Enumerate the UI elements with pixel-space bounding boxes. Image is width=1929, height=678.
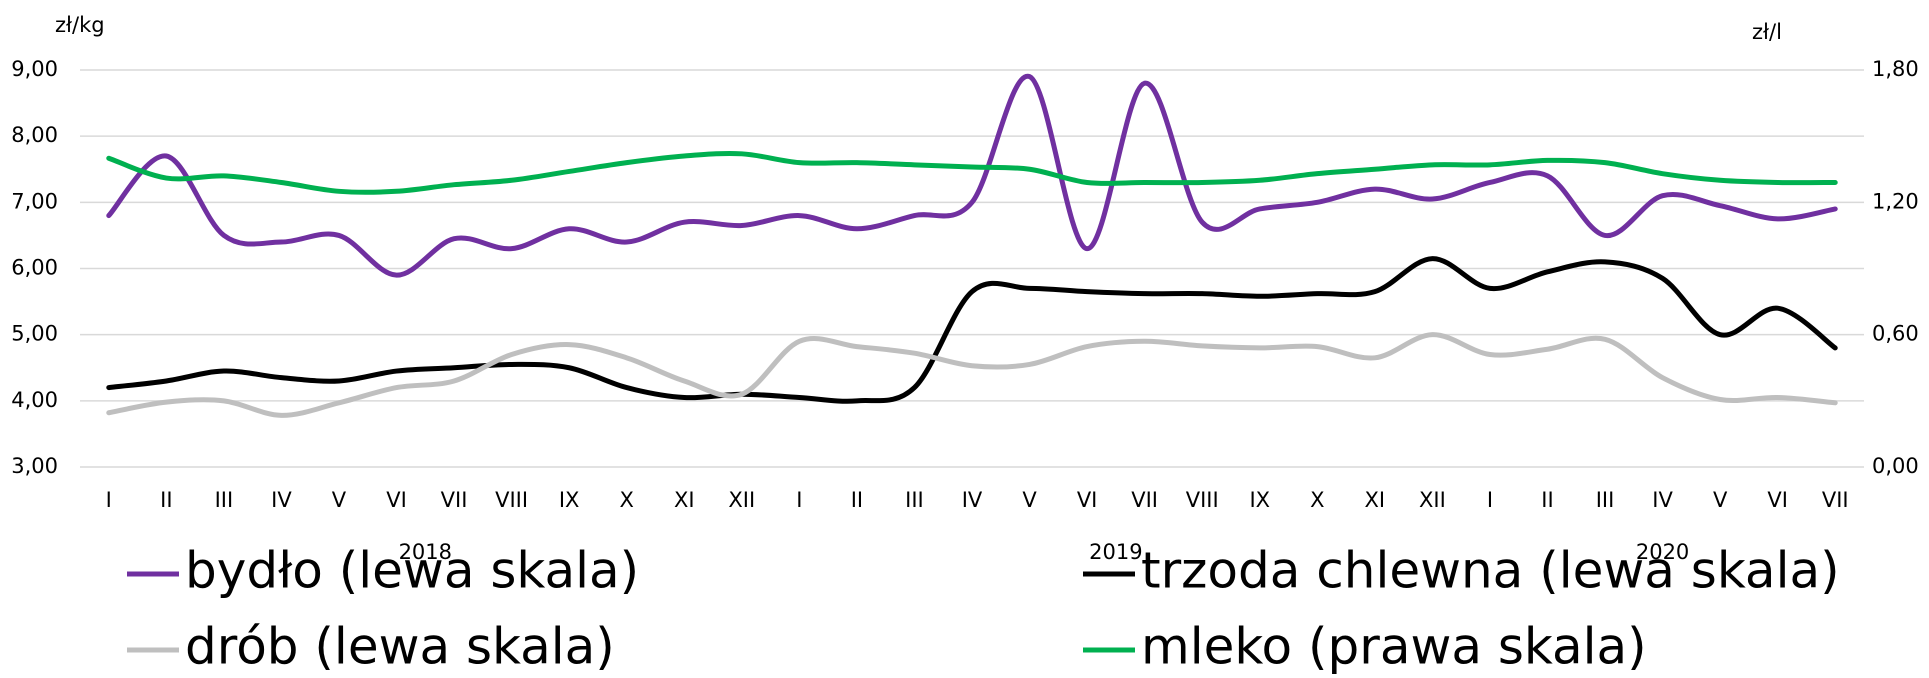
y-tick-label: 8,00: [11, 123, 58, 147]
x-tick-label: III: [215, 488, 234, 512]
x-tick-label: IX: [559, 488, 580, 512]
series-line: [106, 332, 1838, 418]
x-tick-label: XII: [728, 488, 755, 512]
legend-label: mleko (prawa skala): [1141, 618, 1647, 676]
y-axis-label: zł/kg: [55, 13, 105, 37]
y-tick-label: 5,00: [11, 322, 58, 346]
x-tick-label: I: [106, 488, 112, 512]
y2-tick-label: 0,00: [1872, 454, 1919, 478]
x-tick-label: V: [1713, 488, 1728, 512]
y-tick-label: 4,00: [11, 388, 58, 412]
x-tick-label: XI: [674, 488, 695, 512]
series-line: [106, 74, 1838, 278]
x-tick-label: V: [332, 488, 347, 512]
x-tick-label: XII: [1419, 488, 1446, 512]
y-tick-label: 3,00: [11, 454, 58, 478]
legend-label: trzoda chlewna (lewa skala): [1141, 542, 1840, 600]
y2-tick-label: 1,80: [1872, 57, 1919, 81]
y2-tick-label: 1,20: [1872, 189, 1919, 213]
x-tick-label: I: [796, 488, 802, 512]
x-tick-label: X: [620, 488, 634, 512]
y-tick-label: 7,00: [11, 189, 58, 213]
x-tick-label: VIII: [1186, 488, 1219, 512]
series-line: [106, 256, 1838, 404]
x-tick-label: II: [1541, 488, 1553, 512]
x-tick-label: IV: [1652, 488, 1673, 512]
y2-tick-label: 0,60: [1872, 322, 1919, 346]
x-tick-label: III: [905, 488, 924, 512]
y2-axis-label: zł/l: [1752, 20, 1782, 44]
x-tick-label: IV: [271, 488, 292, 512]
x-tick-label: XI: [1365, 488, 1386, 512]
x-tick-label: V: [1022, 488, 1037, 512]
year-label: 2019: [1089, 540, 1142, 564]
x-tick-label: VI: [1077, 488, 1098, 512]
x-tick-label: IV: [962, 488, 983, 512]
year-label: 2018: [399, 540, 452, 564]
x-tick-label: VII: [1131, 488, 1158, 512]
x-tick-label: II: [160, 488, 172, 512]
series-line: [106, 150, 1838, 195]
x-tick-label: VIII: [495, 488, 528, 512]
x-tick-label: II: [851, 488, 863, 512]
legend-label: drób (lewa skala): [185, 618, 615, 676]
x-tick-label: VII: [441, 488, 468, 512]
legend-label: bydło (lewa skala): [185, 542, 639, 600]
y-tick-label: 6,00: [11, 256, 58, 280]
y-tick-label: 9,00: [11, 57, 58, 81]
x-tick-label: X: [1310, 488, 1324, 512]
x-tick-label: VII: [1822, 488, 1849, 512]
x-tick-label: VI: [386, 488, 407, 512]
x-tick-label: VI: [1767, 488, 1788, 512]
x-tick-label: IX: [1249, 488, 1270, 512]
year-label: 2020: [1636, 540, 1689, 564]
x-tick-label: I: [1487, 488, 1493, 512]
x-tick-label: III: [1596, 488, 1615, 512]
